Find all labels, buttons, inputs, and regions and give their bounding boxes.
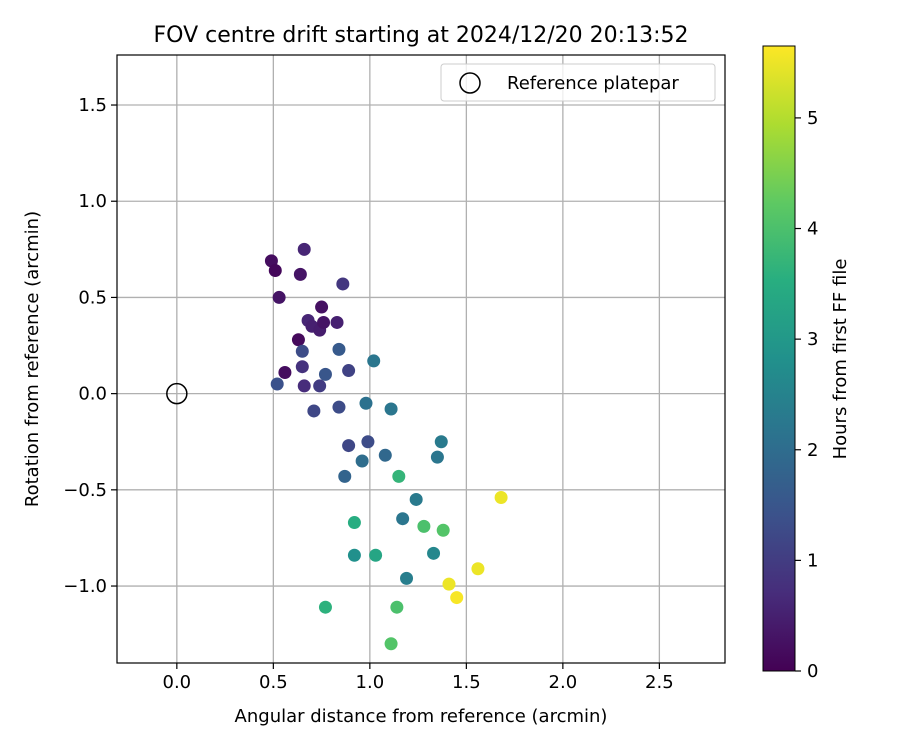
y-tick-label: 1.5: [78, 95, 107, 116]
y-tick-label: 0.5: [78, 287, 107, 308]
scatter-point: [336, 277, 350, 291]
x-tick-label: 2.5: [645, 672, 674, 693]
scatter-point: [291, 333, 305, 347]
legend-open-circle-icon: [459, 72, 481, 94]
scatter-point: [293, 267, 307, 281]
scatter-point: [297, 379, 311, 393]
plot-area: [117, 55, 725, 663]
scatter-point: [436, 523, 450, 537]
scatter-point: [318, 600, 332, 614]
scatter-point: [494, 491, 508, 505]
grid-lines: [117, 55, 725, 663]
scatter-point: [342, 439, 356, 453]
plot-frame: [116, 54, 726, 664]
x-axis-label: Angular distance from reference (arcmin): [235, 706, 608, 727]
scatter-point: [317, 315, 331, 329]
scatter-point: [270, 377, 284, 391]
scatter-point: [295, 360, 309, 374]
scatter-point: [450, 591, 464, 605]
colorbar: 0 1 2 3 4 5 Hours from first FF file: [762, 45, 851, 682]
x-tick-label: 0.5: [259, 672, 288, 693]
scatter-point: [268, 263, 282, 277]
chart-title: FOV centre drift starting at 2024/12/20 …: [154, 23, 689, 48]
scatter-point: [272, 290, 286, 304]
scatter-point: [347, 516, 361, 530]
scatter-point: [307, 404, 321, 418]
y-tick-label: −1.0: [63, 576, 107, 597]
x-tick-label: 1.0: [356, 672, 385, 693]
scatter-point: [427, 546, 441, 560]
y-tick-label: −0.5: [63, 480, 107, 501]
x-tick-label: 0.0: [163, 672, 192, 693]
colorbar-ticks: 0 1 2 3 4 5: [795, 108, 818, 682]
scatter-point: [367, 354, 381, 368]
x-tick-label: 1.5: [452, 672, 481, 693]
scatter-point: [409, 492, 423, 506]
scatter-point: [417, 519, 431, 533]
y-axis-ticks: −1.0 −0.5 0.0 0.5 1.0 1.5: [63, 95, 117, 597]
scatter-point: [369, 548, 383, 562]
scatter-point: [430, 450, 444, 464]
scatter-point: [361, 435, 375, 449]
y-axis-label: Rotation from reference (arcmin): [22, 211, 43, 507]
colorbar-tick-label: 2: [807, 440, 818, 461]
scatter-point: [400, 571, 414, 585]
scatter-point: [392, 469, 406, 483]
scatter-point: [471, 562, 485, 576]
colorbar-tick-label: 4: [807, 219, 818, 240]
colorbar-gradient: [762, 45, 796, 672]
scatter-point: [396, 512, 410, 526]
scatter-point: [332, 342, 346, 356]
scatter-point: [390, 600, 404, 614]
data-points: [264, 242, 508, 651]
scatter-point: [355, 454, 369, 468]
colorbar-tick-label: 0: [807, 661, 818, 682]
reference-marker-layer: [166, 382, 188, 405]
y-tick-label: 0.0: [78, 384, 107, 405]
scatter-point: [378, 448, 392, 462]
scatter-point: [342, 364, 356, 378]
scatter-point: [330, 315, 344, 329]
scatter-point: [442, 577, 456, 591]
legend-box: [440, 63, 716, 102]
scatter-point: [359, 396, 373, 410]
scatter-point: [295, 344, 309, 358]
colorbar-tick-label: 5: [807, 108, 818, 129]
legend-label: Reference platepar: [507, 73, 679, 94]
colorbar-label: Hours from first FF file: [830, 259, 851, 460]
scatter-point: [315, 300, 329, 314]
scatter-point: [313, 379, 327, 393]
reference-platepar-marker: [166, 382, 188, 405]
x-tick-label: 2.0: [549, 672, 578, 693]
scatter-point: [332, 400, 346, 414]
x-axis-ticks: 0.0 0.5 1.0 1.5 2.0 2.5: [163, 663, 674, 693]
colorbar-tick-label: 3: [807, 329, 818, 350]
scatter-point: [434, 435, 448, 449]
scatter-point: [347, 548, 361, 562]
scatter-point: [384, 637, 398, 651]
y-tick-label: 1.0: [78, 191, 107, 212]
scatter-point: [384, 402, 398, 416]
colorbar-tick-label: 1: [807, 550, 818, 571]
scatter-point: [297, 242, 311, 256]
scatter-point: [278, 365, 292, 379]
legend: Reference platepar: [440, 63, 716, 102]
scatter-point: [338, 469, 352, 483]
scatter-point: [318, 367, 332, 381]
